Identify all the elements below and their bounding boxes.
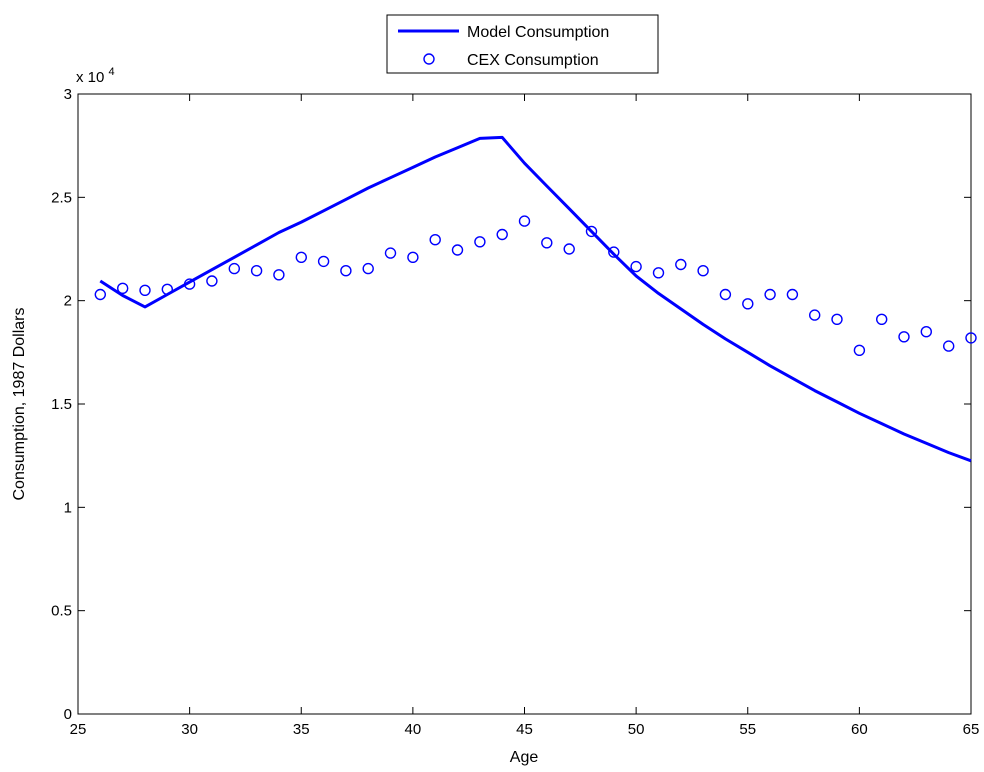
y-tick-label: 2.5 — [51, 189, 72, 206]
x-tick-label: 35 — [293, 721, 310, 738]
cex-data-point — [585, 225, 598, 238]
cex-data-point — [250, 265, 263, 277]
cex-data-point — [518, 215, 531, 227]
y-tick-label: 3 — [64, 86, 72, 103]
cex-data-point — [161, 283, 174, 295]
cex-data-point — [831, 313, 843, 325]
x-tick-label: 30 — [181, 721, 198, 738]
cex-data-point — [943, 340, 955, 352]
y-multiplier: x 10 4 — [76, 66, 115, 86]
y-tick-label: 1 — [64, 499, 72, 516]
cex-data-point — [474, 236, 486, 248]
cex-data-point — [183, 278, 196, 290]
cex-data-point — [675, 258, 687, 271]
y-multiplier-exponent: 4 — [109, 66, 115, 78]
legend: Model Consumption CEX Consumption — [386, 14, 659, 74]
cex-data-point — [206, 275, 218, 287]
cex-data-point — [608, 246, 620, 258]
cex-data-point — [920, 326, 932, 338]
x-tick-label: 50 — [628, 721, 645, 738]
cex-data-point — [317, 255, 330, 268]
cex-data-point — [116, 282, 129, 294]
cex-data-point — [719, 288, 732, 301]
x-tick-label: 45 — [516, 721, 533, 738]
cex-data-point — [742, 298, 754, 310]
cex-data-point — [630, 260, 642, 273]
cex-data-point — [94, 288, 107, 301]
cex-data-point — [228, 262, 241, 275]
series-line-model-consumption — [99, 135, 972, 463]
cex-data-point — [786, 288, 799, 301]
y-tick-label: 0.5 — [51, 603, 72, 620]
y-multiplier-base: x 10 — [76, 69, 104, 86]
cex-data-point — [429, 233, 441, 246]
axis-ticks: 25 30 35 40 45 50 55 60 65 0 0.5 1 1.5 2 2.5 3 — [51, 86, 979, 738]
cex-data-point — [541, 237, 553, 249]
cex-data-point — [407, 251, 419, 263]
cex-data-point — [697, 265, 709, 277]
x-axis-label: Age — [510, 749, 539, 766]
x-tick-label: 25 — [70, 721, 87, 738]
cex-data-point — [139, 284, 151, 296]
cex-data-point — [965, 332, 977, 344]
cex-data-point — [809, 309, 821, 321]
y-axis-label: Consumption, 1987 Dollars — [11, 308, 28, 501]
cex-data-point — [764, 288, 776, 301]
y-tick-label: 0 — [64, 706, 72, 723]
x-tick-label: 55 — [739, 721, 756, 738]
legend-marker-swatch — [423, 53, 435, 65]
cex-data-point — [273, 269, 285, 281]
cex-data-point — [384, 247, 397, 259]
cex-data-point — [496, 228, 508, 241]
x-tick-label: 40 — [405, 721, 422, 738]
cex-data-point — [563, 243, 575, 255]
cex-data-point — [295, 251, 307, 263]
series-layer — [94, 135, 977, 463]
cex-data-point — [362, 262, 374, 275]
cex-data-point — [898, 331, 910, 343]
legend-label-model: Model Consumption — [467, 24, 609, 41]
cex-data-point — [340, 265, 352, 277]
x-tick-label: 65 — [963, 721, 980, 738]
cex-data-point — [652, 267, 665, 279]
y-tick-label: 1.5 — [51, 396, 72, 413]
cex-data-point — [451, 244, 464, 256]
plot-frame — [77, 93, 972, 715]
x-tick-label: 60 — [851, 721, 868, 738]
cex-data-point — [876, 313, 888, 325]
legend-label-cex: CEX Consumption — [467, 52, 599, 69]
cex-data-point — [853, 344, 866, 356]
y-tick-label: 2 — [64, 293, 72, 310]
